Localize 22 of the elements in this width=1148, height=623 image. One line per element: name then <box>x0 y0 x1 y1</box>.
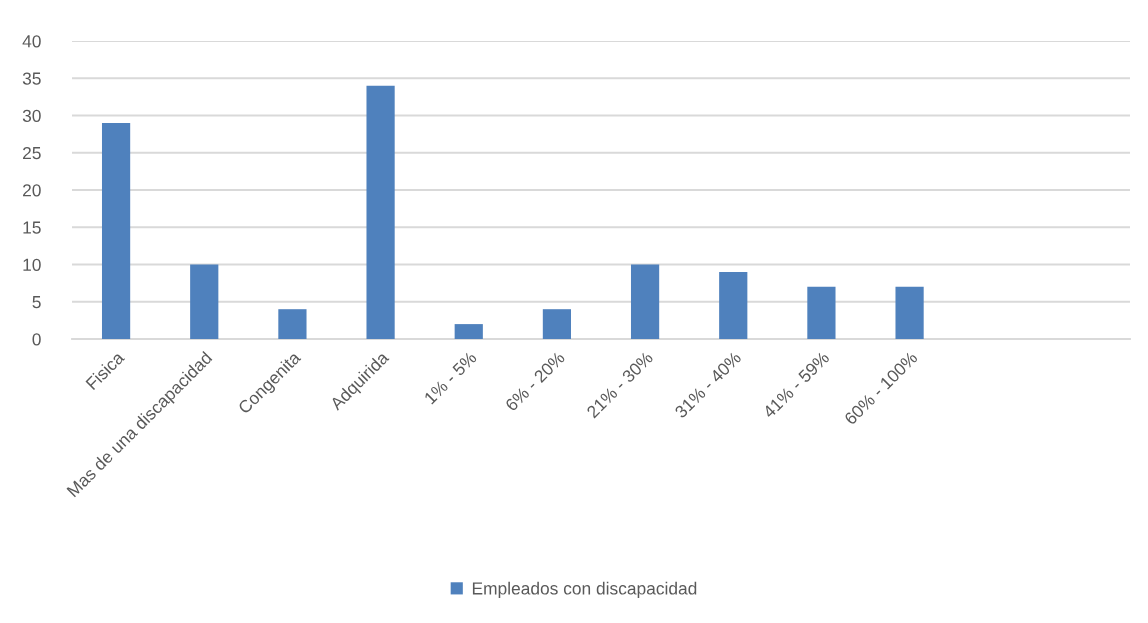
bar <box>807 286 836 339</box>
bar <box>630 264 660 339</box>
y-tick-label: 25 <box>23 146 41 160</box>
x-tick-label: 41% - 59% <box>761 350 830 419</box>
bar <box>101 122 131 339</box>
bar <box>542 309 572 339</box>
y-tick-label: 35 <box>22 72 41 85</box>
y-tick-label: 0 <box>32 333 41 346</box>
bar <box>719 271 748 339</box>
y-tick-label: 15 <box>23 221 41 234</box>
y-tick-label: 30 <box>22 109 41 122</box>
y-tick-label: 40 <box>22 35 41 48</box>
bar <box>895 286 924 339</box>
bar <box>454 324 483 339</box>
bar <box>366 85 395 339</box>
legend-label: Empleados con discapacidad <box>472 581 697 599</box>
y-tick-label: 10 <box>23 258 41 271</box>
bar <box>278 309 307 339</box>
y-tick-label: 20 <box>23 184 41 197</box>
bar <box>190 264 219 339</box>
x-tick-label: 1% - 5% <box>423 350 478 405</box>
y-tick-label: 5 <box>32 296 41 309</box>
